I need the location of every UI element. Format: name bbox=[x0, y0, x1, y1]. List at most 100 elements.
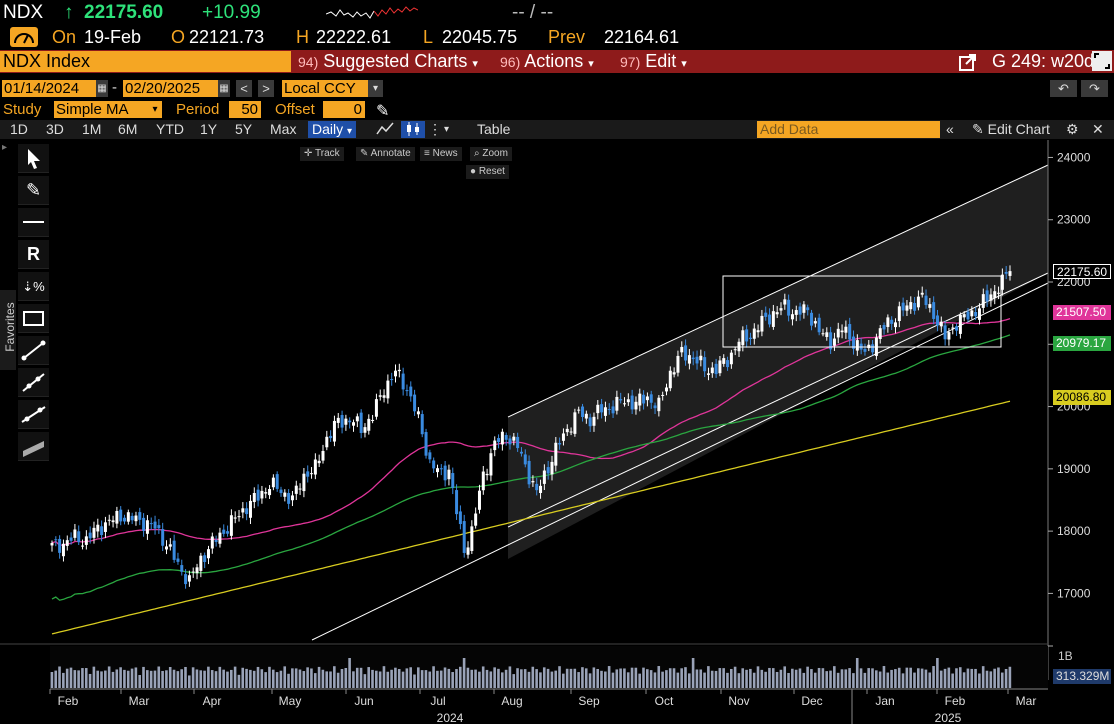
extended-line-icon[interactable] bbox=[18, 400, 49, 429]
news-button[interactable]: ≡ News bbox=[420, 147, 462, 161]
retracement-icon[interactable]: R bbox=[18, 240, 49, 269]
low-label: L bbox=[423, 27, 434, 47]
interval-select[interactable]: Daily ▾ bbox=[308, 121, 357, 138]
study-label: Study bbox=[3, 101, 42, 118]
volume-bar bbox=[733, 666, 737, 688]
volume-bar bbox=[829, 670, 832, 688]
chevron-down-icon[interactable]: ▾ bbox=[368, 80, 383, 97]
undo-icon[interactable]: ↶ bbox=[1050, 80, 1077, 97]
redo-icon[interactable]: ↷ bbox=[1081, 80, 1108, 97]
suggested-charts-menu[interactable]: 94) Suggested Charts ▾ bbox=[298, 51, 478, 71]
edit-chart-button[interactable]: ✎ Edit Chart bbox=[972, 121, 1050, 137]
candle bbox=[962, 311, 966, 322]
security-field[interactable]: NDX Index bbox=[0, 51, 291, 72]
pointer-icon[interactable] bbox=[18, 144, 49, 173]
more-icon[interactable]: ⋮ bbox=[428, 121, 442, 137]
settings-icon[interactable]: ⚙ bbox=[1066, 121, 1079, 137]
volume-bar bbox=[313, 673, 317, 688]
range-ytd[interactable]: YTD bbox=[156, 121, 184, 137]
volume-bar bbox=[825, 671, 828, 688]
volume-bar bbox=[508, 666, 512, 688]
volume-bar bbox=[989, 671, 993, 688]
range-3d[interactable]: 3D bbox=[46, 121, 64, 137]
percent-tool-icon[interactable]: ⇣% bbox=[18, 272, 49, 301]
channel-icon[interactable] bbox=[18, 432, 49, 461]
candle bbox=[378, 389, 382, 401]
range-1m[interactable]: 1M bbox=[82, 121, 102, 137]
candle bbox=[657, 395, 661, 417]
candle bbox=[226, 525, 230, 537]
volume-bar bbox=[417, 667, 420, 688]
candle bbox=[283, 489, 287, 502]
price-chart[interactable]: 1700018000190002000021000220002300024000… bbox=[0, 140, 1114, 724]
candle bbox=[420, 410, 424, 438]
trendline-icon[interactable] bbox=[18, 336, 49, 365]
volume-bar bbox=[821, 668, 825, 688]
offset-field[interactable]: 0 bbox=[323, 101, 365, 118]
candle bbox=[630, 389, 634, 415]
pencil-icon[interactable]: ✎ bbox=[376, 103, 390, 120]
volume-bar bbox=[729, 668, 733, 688]
range-6m[interactable]: 6M bbox=[118, 121, 138, 137]
period-field[interactable]: 50 bbox=[229, 101, 261, 118]
pencil-tool-icon[interactable]: ✎ bbox=[18, 176, 49, 205]
candle bbox=[836, 322, 840, 344]
actions-menu[interactable]: 96) Actions ▾ bbox=[500, 51, 594, 71]
edit-menu[interactable]: 97) Edit ▾ bbox=[620, 51, 687, 71]
volume-bar bbox=[470, 669, 474, 688]
horizontal-line-icon[interactable] bbox=[18, 208, 49, 237]
volume-bar bbox=[172, 669, 176, 688]
volume-bar bbox=[375, 670, 378, 688]
currency-select[interactable]: Local CCY bbox=[282, 80, 368, 97]
collapse-icon[interactable]: « bbox=[946, 121, 954, 137]
rectangle-icon[interactable] bbox=[18, 304, 49, 333]
candle bbox=[264, 487, 268, 499]
zoom-button[interactable]: ⌕ Zoom bbox=[470, 147, 512, 161]
candle bbox=[706, 367, 710, 381]
range-5y[interactable]: 5Y bbox=[235, 121, 253, 137]
add-data-input[interactable]: Add Data bbox=[757, 121, 940, 138]
candle bbox=[88, 526, 92, 544]
candle bbox=[768, 308, 772, 328]
candle bbox=[180, 559, 184, 576]
panel-toggle-icon[interactable] bbox=[1092, 51, 1112, 71]
volume-bar bbox=[661, 671, 664, 688]
calendar-icon[interactable]: ▦ bbox=[218, 80, 230, 97]
track-button[interactable]: ✛ Track bbox=[300, 147, 344, 161]
wrench-icon[interactable]: ✕ bbox=[1092, 121, 1104, 137]
gauge-icon[interactable] bbox=[10, 27, 38, 47]
favorites-tab[interactable]: Favorites bbox=[0, 290, 17, 370]
price-axis: 1700018000190002000021000220002300024000 bbox=[1047, 140, 1091, 680]
candle bbox=[294, 480, 298, 500]
ray-icon[interactable] bbox=[18, 368, 49, 397]
end-date-field[interactable]: 02/20/2025 bbox=[123, 80, 218, 97]
candle bbox=[928, 298, 932, 313]
volume-bar bbox=[161, 670, 164, 688]
candlestick-icon[interactable] bbox=[401, 121, 425, 138]
candle bbox=[798, 302, 802, 321]
chevron-down-icon[interactable]: ▾ bbox=[444, 124, 450, 135]
scroll-left-button[interactable]: < bbox=[236, 80, 252, 97]
volume-bar bbox=[626, 672, 630, 688]
export-icon[interactable] bbox=[958, 50, 978, 73]
reset-button[interactable]: ● Reset bbox=[466, 165, 509, 179]
scroll-right-button[interactable]: > bbox=[258, 80, 274, 97]
month-label: Mar bbox=[129, 694, 150, 708]
chevron-down-icon[interactable]: ▾ bbox=[148, 101, 162, 118]
volume-bar bbox=[157, 666, 161, 688]
study-select[interactable]: Simple MA bbox=[54, 101, 148, 118]
line-chart-icon[interactable] bbox=[376, 121, 394, 138]
range-1d[interactable]: 1D bbox=[10, 121, 28, 137]
table-button[interactable]: Table bbox=[477, 121, 511, 137]
candle bbox=[664, 383, 668, 396]
range-1y[interactable]: 1Y bbox=[200, 121, 218, 137]
range-max[interactable]: Max bbox=[270, 121, 297, 137]
volume-bar bbox=[142, 666, 145, 688]
sparkline-icon bbox=[326, 6, 418, 19]
volume-bar bbox=[405, 668, 409, 688]
annotate-button[interactable]: ✎ Annotate bbox=[356, 147, 415, 161]
calendar-icon[interactable]: ▦ bbox=[96, 80, 108, 97]
chart-tab-label: G 249: w20d bbox=[992, 51, 1095, 71]
start-date-field[interactable]: 01/14/2024 bbox=[2, 80, 97, 97]
panel-arrow-icon[interactable]: ▸ bbox=[2, 142, 8, 153]
